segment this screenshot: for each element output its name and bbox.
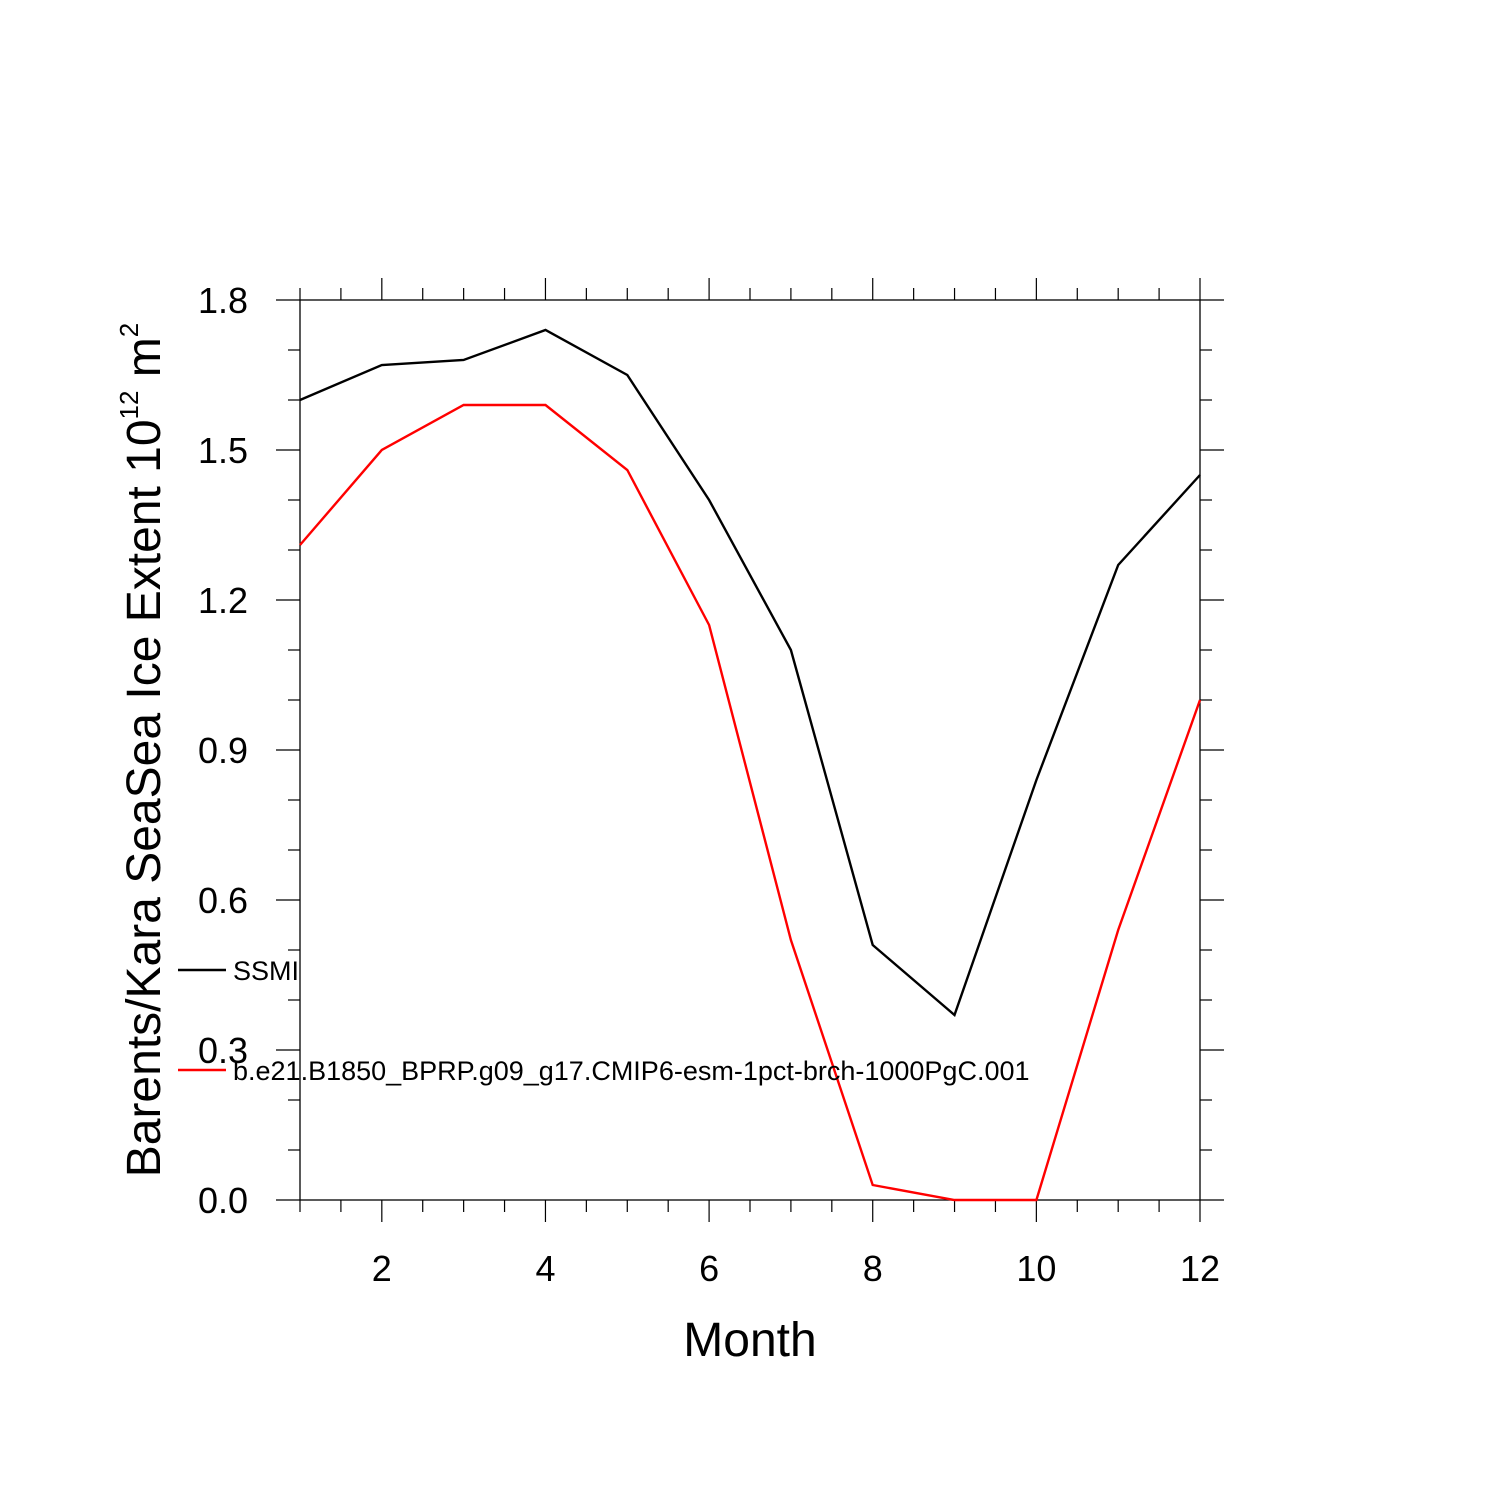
- y-tick-label: 0.3: [198, 1030, 248, 1071]
- x-tick-label: 12: [1180, 1248, 1220, 1289]
- x-tick-label: 8: [863, 1248, 883, 1289]
- y-tick-label: 0.0: [198, 1180, 248, 1221]
- axis-ticks: [276, 278, 1224, 1222]
- y-axis-title-unit-exponent: 2: [114, 323, 144, 337]
- x-tick-label: 4: [535, 1248, 555, 1289]
- y-axis-title: Barents/Kara SeaSea Ice Extent 1012 m2: [114, 323, 171, 1178]
- legend-label-2: b.e21.B1850_BPRP.g09_g17.CMIP6-esm-1pct-…: [233, 1056, 1030, 1086]
- legend: SSMI b.e21.B1850_BPRP.g09_g17.CMIP6-esm-1…: [178, 956, 1030, 1086]
- series-line-2: [299, 403, 1202, 1202]
- x-tick-label: 2: [372, 1248, 392, 1289]
- x-tick-label: 6: [699, 1248, 719, 1289]
- y-tick-label: 1.2: [198, 580, 248, 621]
- plot-frame: [299, 299, 1201, 1201]
- y-tick-label: 1.5: [198, 430, 248, 471]
- series-lines: [299, 328, 1202, 1202]
- tick-labels: 2 4 6 8 10 12 0.0 0.3 0.6 0.9 1.2 1.5 1.8: [198, 280, 1220, 1289]
- y-tick-label: 0.9: [198, 730, 248, 771]
- y-axis-title-unit: m: [118, 337, 171, 390]
- y-tick-label: 1.8: [198, 280, 248, 321]
- series-line-1: [299, 328, 1201, 1018]
- y-axis-title-main: Barents/Kara SeaSea Ice Extent 10: [118, 419, 171, 1177]
- legend-label-1: SSMI: [233, 956, 299, 986]
- y-tick-label: 0.6: [198, 880, 248, 921]
- x-tick-label: 10: [1016, 1248, 1056, 1289]
- x-axis-title: Month: [683, 1314, 816, 1367]
- y-axis-title-exponent: 12: [114, 391, 144, 420]
